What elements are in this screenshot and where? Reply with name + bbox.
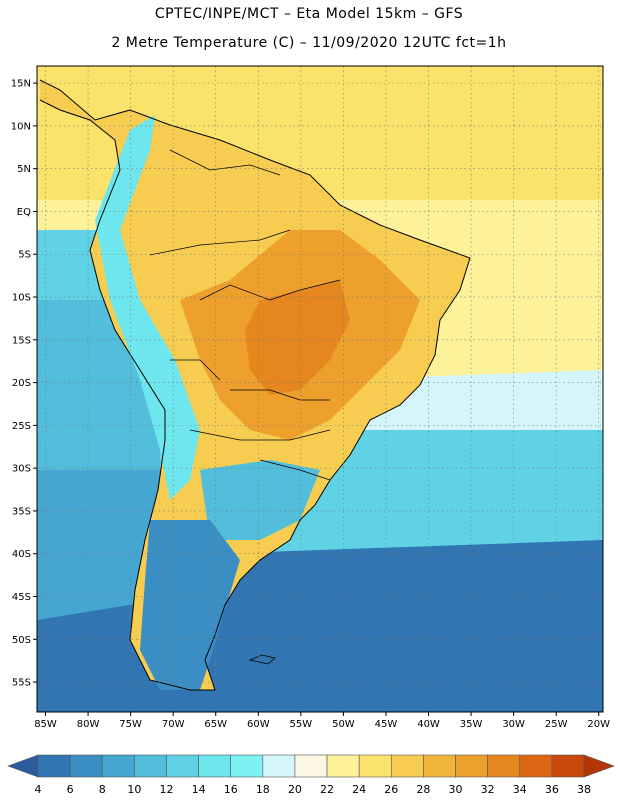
- lat-tick-label: EQ: [17, 207, 31, 218]
- lon-tick-label: 25W: [545, 719, 568, 730]
- lon-tick-label: 40W: [417, 719, 440, 730]
- lat-tick-label: 10S: [12, 293, 31, 304]
- colorbar-label: 8: [99, 783, 106, 796]
- lon-tick-label: 55W: [290, 719, 313, 730]
- colorbar-label: 24: [352, 783, 366, 796]
- longitude-labels: 85W 80W 75W 70W 65W 60W 55W 50W 45W 40W 35W 30W 25W 2…: [34, 712, 610, 730]
- lon-tick-label: 60W: [247, 719, 270, 730]
- latitude-labels: 15N 10N 5N EQ 5S 10S 15S 20S 25S 30S 35S 40S 45S 50S 5…: [11, 79, 37, 689]
- colorbar-swatch: [358, 754, 392, 778]
- lat-tick-label: 40S: [12, 549, 31, 560]
- lat-tick-label: 10N: [11, 121, 31, 132]
- ocean-pacific-cold: [37, 470, 160, 620]
- colorbar-label: 32: [481, 783, 495, 796]
- colorbar-swatch: [37, 754, 71, 778]
- colorbar-swatch: [230, 754, 264, 778]
- lat-tick-label: 20S: [12, 378, 31, 389]
- title-line-2: 2 Metre Temperature (C) – 11/09/2020 12U…: [111, 35, 507, 51]
- colorbar-swatch: [551, 754, 585, 778]
- map-panel: [37, 66, 603, 712]
- colorbar-label: 22: [320, 783, 334, 796]
- colorbar-label: 6: [67, 783, 74, 796]
- lon-tick-label: 30W: [502, 719, 525, 730]
- colorbar-label: 34: [513, 783, 527, 796]
- lon-tick-label: 75W: [119, 719, 142, 730]
- lon-tick-label: 80W: [77, 719, 100, 730]
- map-frame: [36, 65, 604, 713]
- colorbar-swatch: [423, 754, 456, 778]
- coastline: [39, 79, 471, 691]
- lon-tick-label: 20W: [587, 719, 610, 730]
- land-andes: [95, 115, 200, 500]
- colorbar-label: 26: [384, 783, 398, 796]
- colorbar-swatch: [487, 754, 521, 778]
- country-borders: [149, 149, 341, 481]
- colorbar-swatch: [166, 754, 199, 778]
- colorbar-swatch: [326, 754, 360, 778]
- lon-tick-label: 45W: [375, 719, 398, 730]
- lat-tick-label: 55S: [12, 678, 31, 689]
- land-patagonia: [140, 520, 240, 690]
- colorbar-label: 14: [192, 783, 206, 796]
- lat-tick-label: 45S: [12, 592, 31, 603]
- colorbar: 4 6 8 10 12 14 16 18 20 22 24 26 28 30 32 34 36 38: [7, 754, 615, 796]
- colorbar-arrow-low: [7, 754, 39, 778]
- colorbar-swatch: [101, 754, 135, 778]
- colorbar-swatch: [294, 754, 328, 778]
- lon-tick-label: 85W: [34, 719, 57, 730]
- land-hotspot: [245, 280, 350, 395]
- lat-tick-label: 5N: [17, 164, 31, 175]
- colorbar-label: 20: [288, 783, 302, 796]
- colorbar-label: 36: [545, 783, 559, 796]
- colorbar-swatch: [69, 754, 103, 778]
- colorbar-label: 10: [127, 783, 141, 796]
- lon-tick-label: 65W: [204, 719, 227, 730]
- lat-tick-label: 15N: [11, 79, 31, 90]
- colorbar-label: 28: [416, 783, 430, 796]
- colorbar-swatch: [198, 754, 232, 778]
- land-pampa: [200, 460, 320, 540]
- colorbar-arrow-high: [583, 754, 615, 778]
- colorbar-label: 12: [159, 783, 173, 796]
- lon-tick-label: 70W: [162, 719, 185, 730]
- lat-tick-label: 30S: [12, 464, 31, 475]
- colorbar-label: 4: [35, 783, 42, 796]
- lon-tick-label: 50W: [332, 719, 355, 730]
- lat-tick-label: 15S: [12, 335, 31, 346]
- colorbar-swatch: [262, 754, 296, 778]
- lat-tick-label: 35S: [12, 506, 31, 517]
- lon-tick-label: 35W: [460, 719, 483, 730]
- colorbar-label: 30: [449, 783, 463, 796]
- colorbar-label: 38: [577, 783, 591, 796]
- colorbar-swatch: [519, 754, 553, 778]
- colorbar-swatch: [134, 754, 167, 778]
- colorbar-swatch: [390, 754, 424, 778]
- colorbar-swatch: [455, 754, 488, 778]
- lat-tick-label: 50S: [12, 635, 31, 646]
- colorbar-label: 16: [224, 783, 238, 796]
- lat-tick-label: 5S: [18, 250, 31, 261]
- colorbar-label: 18: [256, 783, 270, 796]
- lat-tick-label: 25S: [12, 421, 31, 432]
- title-line-1: CPTEC/INPE/MCT – Eta Model 15km – GFS: [154, 6, 464, 22]
